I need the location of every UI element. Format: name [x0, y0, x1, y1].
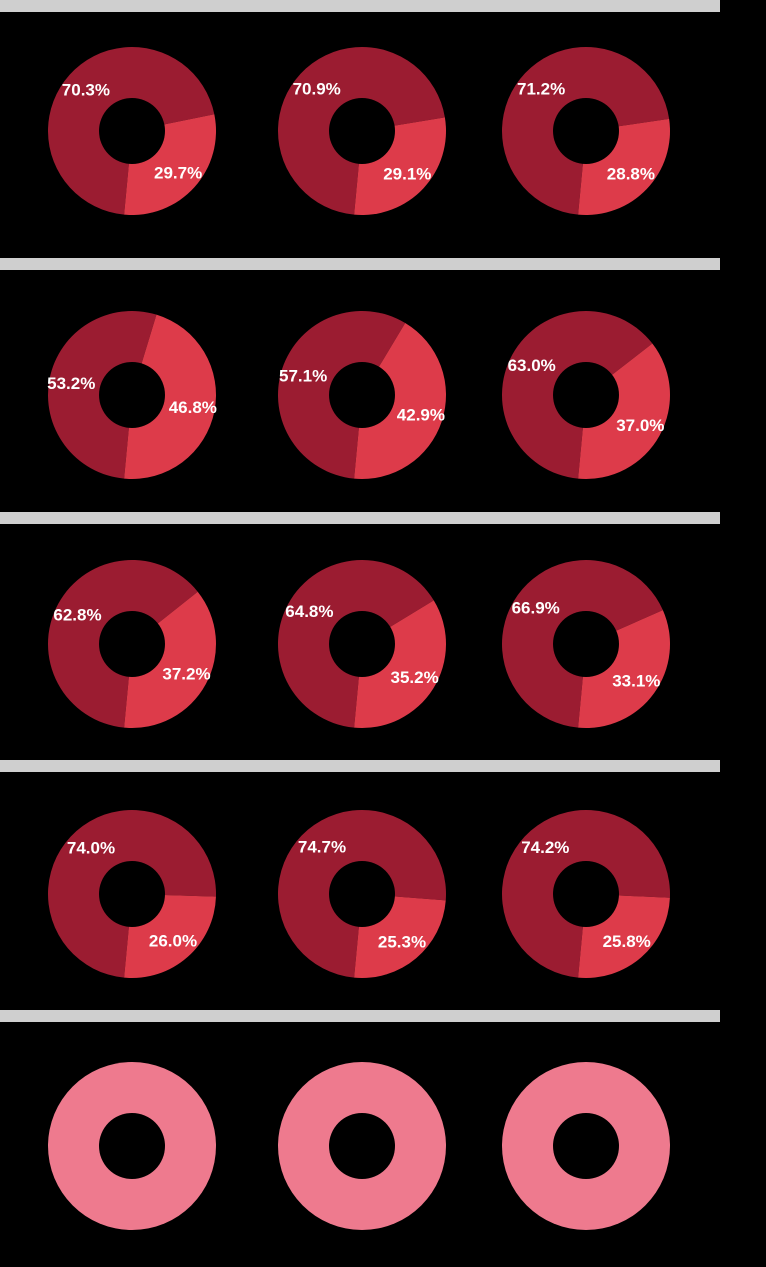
slice-label-majority: 74.0% [67, 839, 115, 858]
year-label [48, 232, 216, 248]
donut-chart: 64.8% 35.2% [277, 560, 446, 729]
year-label [278, 1238, 446, 1254]
donut-hole [329, 362, 395, 428]
slice-label-majority: 70.9% [293, 80, 341, 99]
donut-hole [553, 98, 619, 164]
slice-label-minority: 25.8% [603, 932, 651, 951]
donut-hole [329, 611, 395, 677]
donut-svg: 70.9% 29.1% [277, 47, 446, 216]
donut-svg: 62.8% 37.2% [47, 560, 216, 729]
donut-slice-minority [354, 600, 446, 729]
donut-chart: 74.2% 25.8% [502, 810, 671, 979]
slice-label-majority: 70.3% [62, 81, 110, 100]
donut-slice-minority [578, 343, 670, 480]
donut-hole [553, 611, 619, 677]
donut-hole [553, 1113, 619, 1179]
year-label [502, 488, 670, 504]
donut-svg: 74.0% 26.0% [48, 810, 217, 979]
donut-chart [48, 1062, 216, 1230]
donut-chart: 62.8% 37.2% [47, 560, 216, 729]
donut-chart [502, 1062, 670, 1230]
slice-label-majority: 71.2% [517, 79, 565, 98]
year-label [278, 736, 446, 752]
donut-hole [99, 98, 165, 164]
slice-label-majority: 53.2% [47, 374, 95, 393]
donut-svg: 63.0% 37.0% [501, 311, 670, 480]
year-label [278, 984, 446, 1000]
donut-svg [278, 1062, 446, 1230]
slice-label-minority: 26.0% [149, 932, 197, 951]
donut-svg: 53.2% 46.8% [47, 311, 217, 480]
donut-hole [329, 1113, 395, 1179]
donut-chart [278, 1062, 446, 1230]
donut-chart: 71.2% 28.8% [501, 47, 670, 216]
year-label [502, 1238, 670, 1254]
donut-chart: 70.9% 29.1% [277, 47, 446, 216]
year-label [502, 736, 670, 752]
donut-hole [329, 98, 395, 164]
donut-svg [48, 1062, 216, 1230]
donut-hole [553, 362, 619, 428]
year-label [278, 488, 446, 504]
donut-chart: 53.2% 46.8% [47, 311, 217, 480]
section-divider [0, 512, 720, 524]
slice-label-minority: 28.8% [607, 165, 655, 184]
donut-svg: 70.3% 29.7% [48, 47, 217, 216]
slice-label-minority: 37.2% [162, 665, 210, 684]
donut-hole [99, 1113, 165, 1179]
year-label [48, 488, 216, 504]
donut-hole [329, 861, 395, 927]
slice-label-minority: 25.3% [378, 932, 426, 951]
slice-label-majority: 62.8% [53, 606, 101, 625]
donut-svg: 74.2% 25.8% [502, 810, 671, 979]
section-divider [0, 760, 720, 772]
donut-slice-minority [124, 314, 217, 480]
donut-svg: 57.1% 42.9% [277, 311, 446, 480]
donut-svg [502, 1062, 670, 1230]
donut-hole [99, 611, 165, 677]
slice-label-minority: 37.0% [616, 416, 664, 435]
slice-label-majority: 74.2% [521, 838, 569, 857]
donut-chart: 57.1% 42.9% [277, 311, 446, 480]
slice-label-minority: 29.7% [154, 163, 202, 182]
donut-svg: 66.9% 33.1% [501, 560, 670, 729]
slice-label-majority: 63.0% [508, 356, 556, 375]
slice-label-minority: 33.1% [612, 671, 660, 690]
year-label [502, 984, 670, 1000]
section-divider [0, 0, 720, 12]
donut-hole [553, 861, 619, 927]
donut-slice-minority [124, 591, 216, 729]
year-label [48, 1238, 216, 1254]
slice-label-majority: 74.7% [298, 838, 346, 857]
year-label [48, 736, 216, 752]
slice-label-majority: 64.8% [285, 602, 333, 621]
donut-svg: 74.7% 25.3% [277, 810, 446, 979]
donut-chart: 70.3% 29.7% [48, 47, 217, 216]
donut-chart: 66.9% 33.1% [501, 560, 670, 729]
donut-hole [99, 362, 165, 428]
slice-label-minority: 29.1% [383, 164, 431, 183]
slice-label-majority: 66.9% [512, 599, 560, 618]
donut-chart: 74.7% 25.3% [277, 810, 446, 979]
donut-chart: 74.0% 26.0% [48, 810, 217, 979]
donut-chart: 63.0% 37.0% [501, 311, 670, 480]
donut-svg: 71.2% 28.8% [501, 47, 670, 216]
donut-slice-minority [354, 322, 446, 480]
slice-label-minority: 46.8% [169, 398, 217, 417]
year-label [278, 232, 446, 248]
year-label [502, 232, 670, 248]
year-label [48, 984, 216, 1000]
slice-label-minority: 42.9% [397, 405, 445, 424]
donut-svg: 64.8% 35.2% [277, 560, 446, 729]
section-divider [0, 1010, 720, 1022]
section-divider [0, 258, 720, 270]
slice-label-majority: 57.1% [279, 367, 327, 386]
slice-label-minority: 35.2% [390, 668, 438, 687]
donut-hole [99, 861, 165, 927]
